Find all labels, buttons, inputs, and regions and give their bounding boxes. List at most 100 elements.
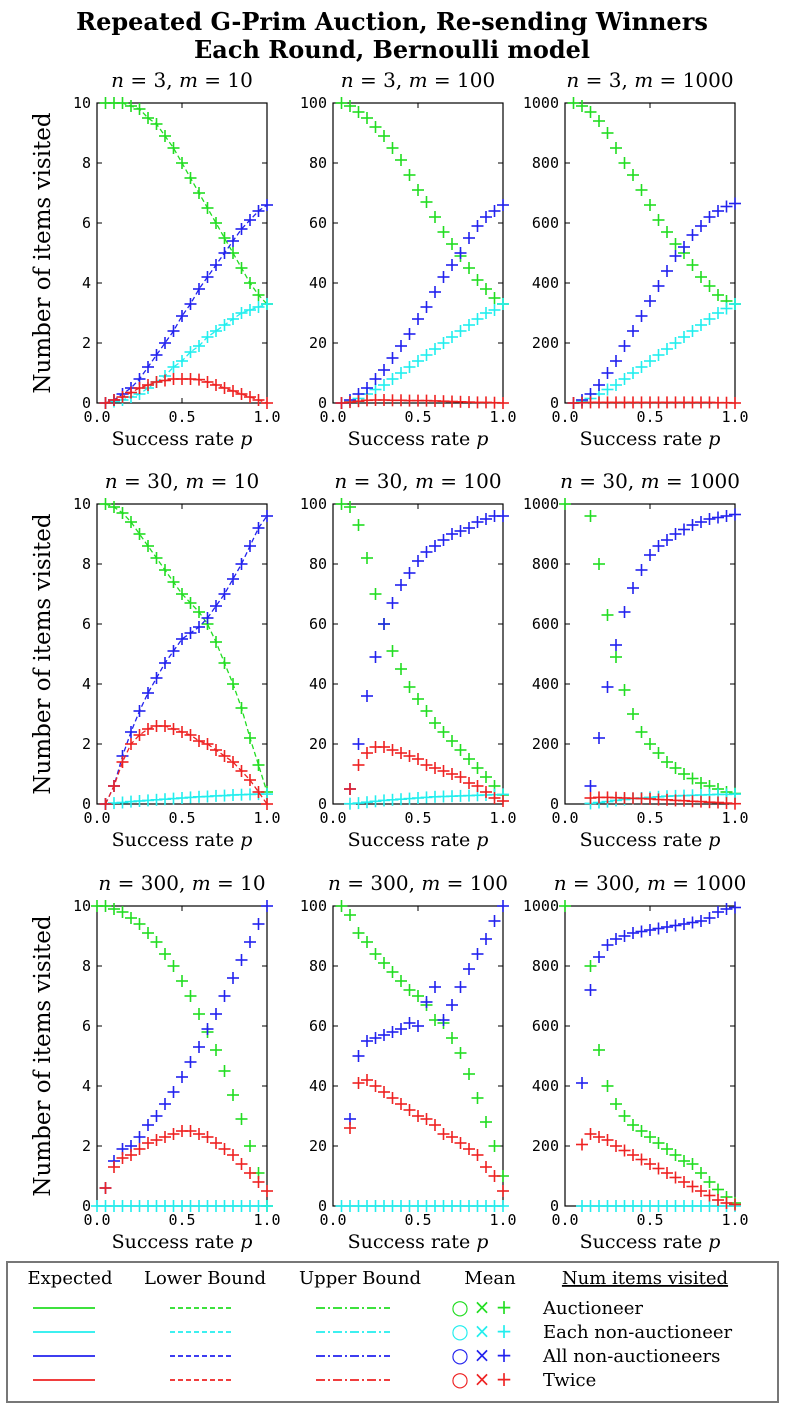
legend-frame: [6, 1261, 779, 1403]
data-point-all-non-auctioneers: [454, 525, 467, 537]
data-point-twice: [480, 1161, 492, 1173]
data-point-auctioneer: [252, 289, 265, 301]
data-point-twice: [218, 750, 231, 762]
series-line-all-non-auctioneers: [104, 515, 268, 805]
y-tick-label: 20: [309, 1137, 327, 1155]
data-point-auctioneer: [159, 130, 171, 142]
series-line-twice: [104, 725, 268, 805]
data-point-all-non-auctioneers: [378, 618, 390, 630]
panel-7: n = 300, m = 100 0 20 40 60 80 100 0.0 0.5 1.0Suc…: [300, 871, 517, 1253]
data-point-all-non-auctioneers: [133, 1131, 146, 1143]
series-line-auctioneer: [105, 102, 268, 305]
data-point-each-non-auctioneer: [463, 319, 475, 331]
data-point-twice: [159, 720, 171, 732]
data-point-auctioneer: [480, 1116, 492, 1128]
y-tick-label: 60: [309, 615, 327, 633]
data-point-all-non-auctioneers: [227, 972, 239, 984]
panel-title-6: n = 300, m = 10: [98, 871, 265, 895]
data-point-all-non-auctioneers: [244, 540, 256, 552]
y-tick-label: 1000: [523, 94, 559, 112]
data-point-all-non-auctioneers: [125, 726, 137, 738]
data-point-twice: [378, 741, 390, 753]
data-point-all-non-auctioneers: [420, 996, 433, 1008]
data-point-all-non-auctioneers: [480, 211, 492, 223]
data-point-auctioneer: [193, 1008, 205, 1020]
data-point-each-non-auctioneer: [661, 343, 673, 355]
data-point-auctioneer: [176, 588, 188, 600]
data-point-auctioneer: [652, 747, 665, 759]
data-point-twice: [635, 1153, 648, 1166]
data-point-auctioneer: [446, 238, 458, 250]
x-tick-label: 0.0: [319, 1211, 346, 1229]
data-point-each-non-auctioneer: [703, 313, 716, 325]
data-point-all-non-auctioneers: [235, 954, 248, 966]
data-point-all-non-auctioneers: [686, 916, 699, 929]
data-point-all-non-auctioneers: [729, 197, 741, 210]
x-tick-label: 1.0: [253, 408, 280, 426]
data-point-all-non-auctioneers: [369, 651, 382, 663]
legend-mean-marker: +: [496, 1319, 513, 1343]
data-point-all-non-auctioneers: [652, 540, 665, 552]
data-point-auctioneer: [335, 900, 348, 912]
data-point-each-non-auctioneer: [403, 361, 416, 373]
data-point-twice: [463, 777, 475, 789]
data-point-twice: [193, 373, 205, 386]
data-point-all-non-auctioneers: [584, 984, 597, 996]
data-point-auctioneer: [686, 772, 699, 785]
data-point-all-non-auctioneers: [142, 361, 154, 373]
data-point-auctioneer: [635, 184, 648, 196]
data-point-each-non-auctioneer: [712, 307, 724, 319]
data-point-all-non-auctioneers: [437, 534, 450, 546]
data-point-all-non-auctioneers: [210, 259, 222, 271]
data-point-all-non-auctioneers: [193, 283, 205, 295]
data-point-auctioneer: [644, 199, 656, 211]
data-point-auctioneer: [420, 196, 433, 208]
data-point-auctioneer: [378, 130, 390, 142]
data-point-auctioneer: [412, 184, 424, 196]
data-point-auctioneer: [618, 1110, 631, 1122]
data-point-auctioneer: [150, 552, 163, 564]
data-point-auctioneer: [99, 498, 112, 510]
data-point-auctioneer: [244, 732, 256, 744]
data-point-each-non-auctioneer: [210, 325, 222, 337]
x-tick-label: 0.5: [404, 1211, 431, 1229]
data-point-auctioneer: [218, 1065, 231, 1077]
data-point-auctioneer: [559, 498, 571, 510]
data-point-auctioneer: [652, 214, 665, 226]
data-point-auctioneer: [480, 283, 492, 295]
legend-row-label: Twice: [543, 1370, 596, 1391]
data-point-twice: [446, 1131, 458, 1143]
y-tick-label: 0: [550, 394, 559, 412]
data-point-all-non-auctioneers: [695, 915, 707, 927]
data-point-auctioneer: [176, 157, 188, 169]
y-tick-label: 6: [82, 615, 91, 633]
data-point-all-non-auctioneers: [601, 939, 614, 951]
data-point-all-non-auctioneers: [261, 199, 273, 211]
data-point-all-non-auctioneers: [386, 597, 399, 609]
data-point-all-non-auctioneers: [695, 516, 707, 528]
x-axis-label: Success rate p: [580, 829, 721, 851]
y-tick-label: 20: [309, 334, 327, 352]
x-tick-label: 0.5: [168, 408, 195, 426]
legend-mean-marker: +: [496, 1367, 513, 1391]
data-point-all-non-auctioneers: [235, 558, 248, 570]
data-point-twice: [686, 1180, 699, 1193]
x-axis-label: Success rate p: [348, 1231, 489, 1253]
y-tick-label: 200: [532, 735, 559, 753]
data-point-each-non-auctioneer: [497, 1200, 509, 1212]
data-point-auctioneer: [678, 768, 690, 780]
data-point-all-non-auctioneers: [361, 690, 373, 702]
x-tick-label: 0.0: [319, 809, 346, 827]
data-point-all-non-auctioneers: [210, 1008, 222, 1020]
y-tick-label: 2: [82, 334, 91, 352]
data-point-each-non-auctioneer: [412, 355, 424, 367]
data-point-all-non-auctioneers: [437, 271, 450, 283]
data-point-twice: [201, 376, 214, 388]
data-point-auctioneer: [471, 762, 484, 774]
data-point-auctioneer: [227, 1089, 239, 1101]
legend-mean-marker: ×: [474, 1319, 491, 1343]
x-tick-label: 0.5: [636, 809, 663, 827]
data-point-each-non-auctioneer: [252, 301, 265, 313]
data-point-all-non-auctioneers: [644, 549, 656, 561]
legend-header: Mean: [464, 1268, 516, 1289]
